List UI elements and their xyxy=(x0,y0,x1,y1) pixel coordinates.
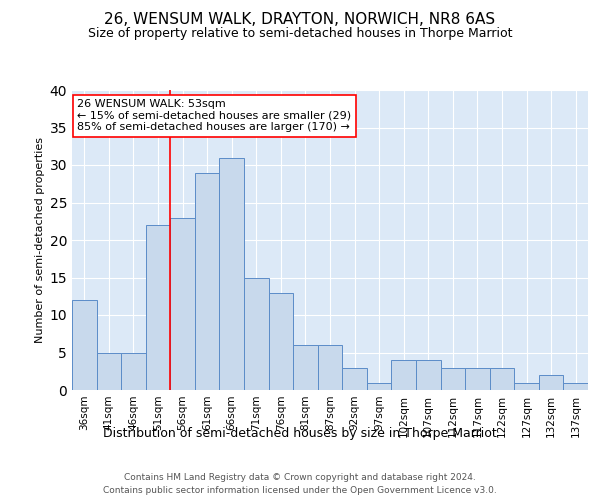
Bar xyxy=(465,368,490,390)
Bar xyxy=(440,368,465,390)
Bar xyxy=(146,225,170,390)
Bar xyxy=(563,382,588,390)
Bar xyxy=(490,368,514,390)
Bar xyxy=(269,292,293,390)
Bar xyxy=(72,300,97,390)
Text: Contains HM Land Registry data © Crown copyright and database right 2024.: Contains HM Land Registry data © Crown c… xyxy=(124,472,476,482)
Text: 26 WENSUM WALK: 53sqm
← 15% of semi-detached houses are smaller (29)
85% of semi: 26 WENSUM WALK: 53sqm ← 15% of semi-deta… xyxy=(77,99,351,132)
Bar xyxy=(195,172,220,390)
Text: Size of property relative to semi-detached houses in Thorpe Marriot: Size of property relative to semi-detach… xyxy=(88,28,512,40)
Bar xyxy=(342,368,367,390)
Text: Contains public sector information licensed under the Open Government Licence v3: Contains public sector information licen… xyxy=(103,486,497,495)
Bar xyxy=(367,382,391,390)
Bar xyxy=(97,352,121,390)
Bar xyxy=(121,352,146,390)
Text: 26, WENSUM WALK, DRAYTON, NORWICH, NR8 6AS: 26, WENSUM WALK, DRAYTON, NORWICH, NR8 6… xyxy=(104,12,496,28)
Bar xyxy=(244,278,269,390)
Bar xyxy=(416,360,440,390)
Bar xyxy=(391,360,416,390)
Bar xyxy=(220,158,244,390)
Text: Distribution of semi-detached houses by size in Thorpe Marriot: Distribution of semi-detached houses by … xyxy=(103,428,497,440)
Bar xyxy=(539,375,563,390)
Bar xyxy=(293,345,318,390)
Bar xyxy=(514,382,539,390)
Bar xyxy=(318,345,342,390)
Bar xyxy=(170,218,195,390)
Y-axis label: Number of semi-detached properties: Number of semi-detached properties xyxy=(35,137,46,343)
